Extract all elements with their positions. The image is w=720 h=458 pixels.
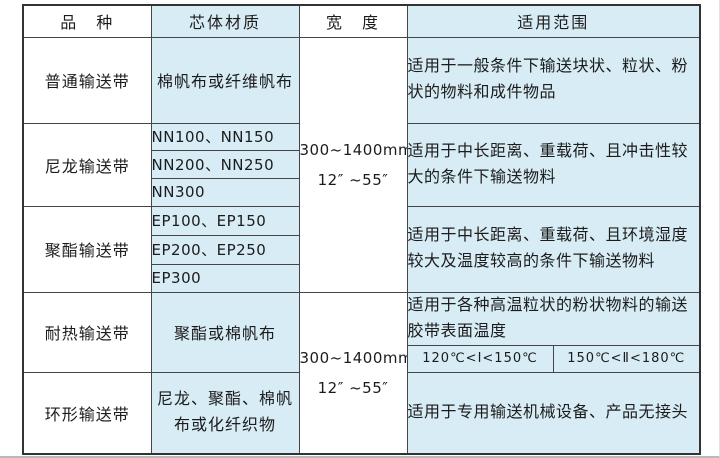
cell-nylon-core-2: NN200、NN250 bbox=[150, 149, 300, 179]
row-heat-resistant: 耐热输送带 聚酯或棉帆布 300~1400mm 12″ ~55″ 适用于各种高温… bbox=[22, 291, 701, 455]
cell-polyester-name: 聚酯输送带 bbox=[22, 205, 152, 293]
cell-nylon-core-1: NN100、NN150 bbox=[150, 122, 300, 151]
cell-ordinary-core: 棉帆布或纤维帆布 bbox=[150, 36, 300, 124]
cell-nylon-core-3: NN300 bbox=[150, 177, 300, 207]
row-nylon-3: NN300 bbox=[23, 177, 700, 207]
cell-width-upper: 300~1400mm 12″ ~55″ bbox=[298, 36, 408, 293]
cell-ordinary-scope: 适用于一般条件下输送块状、粒状、粉状的物料和成件物品 bbox=[406, 36, 701, 124]
cell-heat-scope: 适用于各种高温粒状的粉状物料的输送胶带表面温度 bbox=[406, 291, 701, 346]
cell-polyester-core-3: EP300 bbox=[150, 263, 300, 293]
row-endless: 环形输送带 尼龙、聚酯、棉帆布或化纤织物 适用于专用输送机械设备、产品无接头 bbox=[22, 371, 701, 455]
cell-heat-core: 聚酯或棉帆布 bbox=[150, 291, 300, 373]
cell-endless-name: 环形输送带 bbox=[22, 371, 152, 455]
header-variety: 品 种 bbox=[22, 4, 152, 38]
header-row: 品 种 芯体材质 宽 度 适用范围 bbox=[22, 4, 701, 38]
cell-polyester-core-2: EP200、EP250 bbox=[150, 234, 300, 265]
cell-nylon-scope: 适用于中长距离、重载荷、且冲击性较大的条件下输送物料 bbox=[406, 122, 701, 207]
cell-endless-core: 尼龙、聚酯、棉帆布或化纤织物 bbox=[150, 371, 300, 455]
cell-ordinary-name: 普通输送带 bbox=[22, 36, 152, 124]
width-range-mm: 300~1400mm bbox=[299, 140, 407, 159]
width-range-inch: 12″ ~55″ bbox=[317, 170, 389, 189]
row-polyester-3: EP300 bbox=[23, 263, 700, 293]
row-nylon-2: NN200、NN250 bbox=[23, 149, 700, 179]
cell-endless-scope: 适用于专用输送机械设备、产品无接头 bbox=[406, 371, 701, 455]
cell-nylon-name: 尼龙输送带 bbox=[22, 122, 152, 207]
cell-heat-name: 耐热输送带 bbox=[22, 291, 152, 373]
row-polyester-1: 聚酯输送带 EP100、EP150 适用于中长距离、重载荷、且环境湿度较大及温度… bbox=[22, 205, 701, 293]
cell-polyester-core-1: EP100、EP150 bbox=[150, 205, 300, 236]
row-ordinary: 普通输送带 棉帆布或纤维帆布 300~1400mm 12″ ~55″ 适用于一般… bbox=[22, 36, 701, 293]
width-range-inch: 12″ ~55″ bbox=[317, 378, 389, 397]
header-width: 宽 度 bbox=[298, 4, 408, 38]
cell-polyester-scope: 适用于中长距离、重载荷、且环境湿度较大及温度较高的条件下输送物料 bbox=[406, 205, 701, 293]
row-heat-temp-grades: 120℃<Ⅰ<150℃ 150℃<Ⅱ<180℃ bbox=[23, 344, 701, 373]
cell-temp-grade-1: 120℃<Ⅰ<150℃ bbox=[406, 344, 554, 373]
belt-spec-table: 品 种 芯体材质 宽 度 适用范围 普通输送带 棉帆布或纤维帆布 300~140… bbox=[22, 4, 702, 455]
row-nylon-1: 尼龙输送带 NN100、NN150 适用于中长距离、重载荷、且冲击性较大的条件下… bbox=[22, 122, 701, 207]
header-core-material: 芯体材质 bbox=[150, 4, 300, 38]
row-polyester-2: EP200、EP250 bbox=[23, 234, 700, 265]
header-scope: 适用范围 bbox=[406, 4, 701, 38]
cell-temp-grade-2: 150℃<Ⅱ<180℃ bbox=[552, 344, 701, 373]
cell-width-lower: 300~1400mm 12″ ~55″ bbox=[298, 291, 408, 455]
width-range-mm: 300~1400mm bbox=[299, 348, 407, 367]
